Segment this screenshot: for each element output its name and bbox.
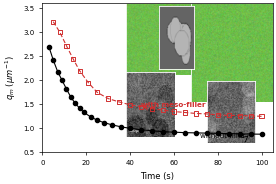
Point [64, 44, 69, 47]
Point [259, 115, 264, 118]
X-axis label: Time (s): Time (s) [140, 171, 174, 181]
Point [71, 57, 75, 60]
Point [55, 70, 60, 73]
Point [248, 114, 253, 117]
Point [110, 123, 115, 126]
Point [259, 133, 264, 136]
Point [88, 115, 93, 118]
Point [117, 100, 121, 103]
Point [128, 103, 132, 106]
Y-axis label: $q_m\ (\mu m^{-1})$: $q_m\ (\mu m^{-1})$ [4, 56, 18, 100]
Point [119, 125, 123, 128]
Point [47, 45, 51, 48]
Point [77, 107, 82, 110]
Point [161, 130, 165, 133]
Point [237, 114, 242, 117]
Point [139, 128, 143, 131]
Point [51, 59, 55, 62]
Point [193, 112, 198, 115]
Point [139, 105, 143, 108]
Point [58, 31, 62, 34]
Point [69, 96, 73, 99]
Point [60, 79, 64, 82]
Point [172, 110, 176, 113]
Point [183, 111, 187, 114]
Point [102, 121, 106, 124]
Text: with meso-filler: with meso-filler [141, 102, 205, 108]
Point [216, 113, 220, 116]
Point [237, 132, 242, 135]
Point [172, 131, 176, 134]
Point [95, 91, 99, 94]
Point [51, 20, 55, 23]
Point [183, 131, 187, 134]
Point [193, 131, 198, 134]
Point [150, 107, 154, 110]
Point [205, 132, 209, 135]
Point [150, 129, 154, 132]
Point [216, 132, 220, 135]
Point [205, 112, 209, 115]
Point [64, 87, 69, 90]
Point [106, 97, 110, 100]
Point [227, 132, 231, 135]
Point [161, 109, 165, 112]
Point [73, 102, 77, 105]
Point [86, 81, 91, 84]
Text: without filler: without filler [200, 133, 246, 139]
Point [128, 127, 132, 130]
Point [82, 111, 86, 114]
Point [77, 69, 82, 72]
Point [95, 119, 99, 122]
Point [248, 133, 253, 136]
Point [227, 114, 231, 117]
